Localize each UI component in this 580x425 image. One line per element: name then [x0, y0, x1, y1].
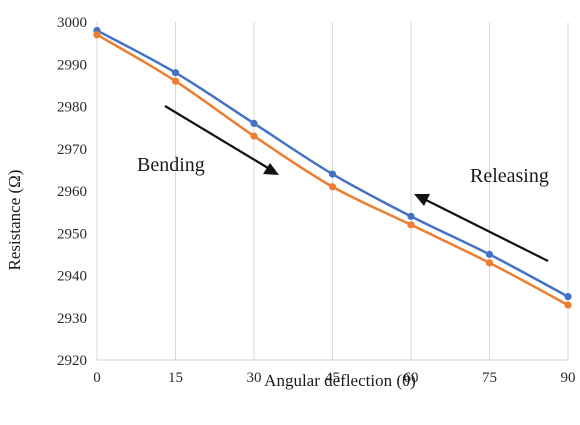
grid-lines [96, 22, 569, 360]
series-1-point-3 [328, 183, 337, 191]
series-1-point-0 [93, 31, 101, 39]
y-tick-label-2: 2940 [57, 269, 87, 285]
x-tick-label-5: 75 [482, 370, 497, 386]
bending-arrow [164, 105, 279, 175]
x-tick-label-4: 60 [404, 370, 419, 386]
x-tick-label-1: 15 [168, 370, 183, 386]
x-axis-title: Angular deflection (θ) [264, 371, 416, 390]
y-tick-label-4: 2960 [57, 184, 87, 200]
x-tick-label-0: 0 [93, 370, 101, 386]
x-tick-label-6: 90 [561, 370, 576, 386]
x-tick-labels: 0 15 30 45 60 75 90 [93, 370, 575, 386]
x-tick-label-2: 30 [247, 370, 262, 386]
series-1-point-6 [564, 301, 572, 309]
series-group [93, 26, 572, 309]
releasing-arrow [414, 194, 549, 262]
y-tick-label-8: 3000 [57, 15, 87, 31]
bending-annotation: Bending [137, 154, 205, 176]
series-0-point-1 [171, 69, 180, 77]
series-0-point-6 [564, 293, 572, 301]
series-0-point-3 [328, 170, 337, 178]
y-axis-title: Resistance (Ω) [5, 170, 24, 271]
y-tick-label-7: 2990 [57, 57, 87, 73]
series-0-point-2 [250, 119, 258, 127]
x-tick-label-3: 45 [325, 370, 340, 386]
series-1-point-5 [485, 259, 494, 267]
series-0-point-5 [485, 250, 494, 258]
y-tick-labels: 2920 2930 2940 2950 2960 2970 2980 2990 3000 [57, 15, 87, 369]
series-1-point-4 [407, 221, 415, 229]
y-tick-label-3: 2950 [57, 226, 87, 242]
y-tick-label-6: 2980 [57, 100, 87, 116]
series-0-point-4 [407, 212, 415, 220]
series-1-point-1 [171, 77, 180, 85]
y-tick-label-0: 2920 [57, 353, 87, 369]
y-tick-label-1: 2930 [57, 311, 87, 327]
y-tick-label-5: 2970 [57, 142, 87, 158]
releasing-annotation: Releasing [470, 165, 549, 187]
series-1-point-2 [250, 132, 258, 140]
